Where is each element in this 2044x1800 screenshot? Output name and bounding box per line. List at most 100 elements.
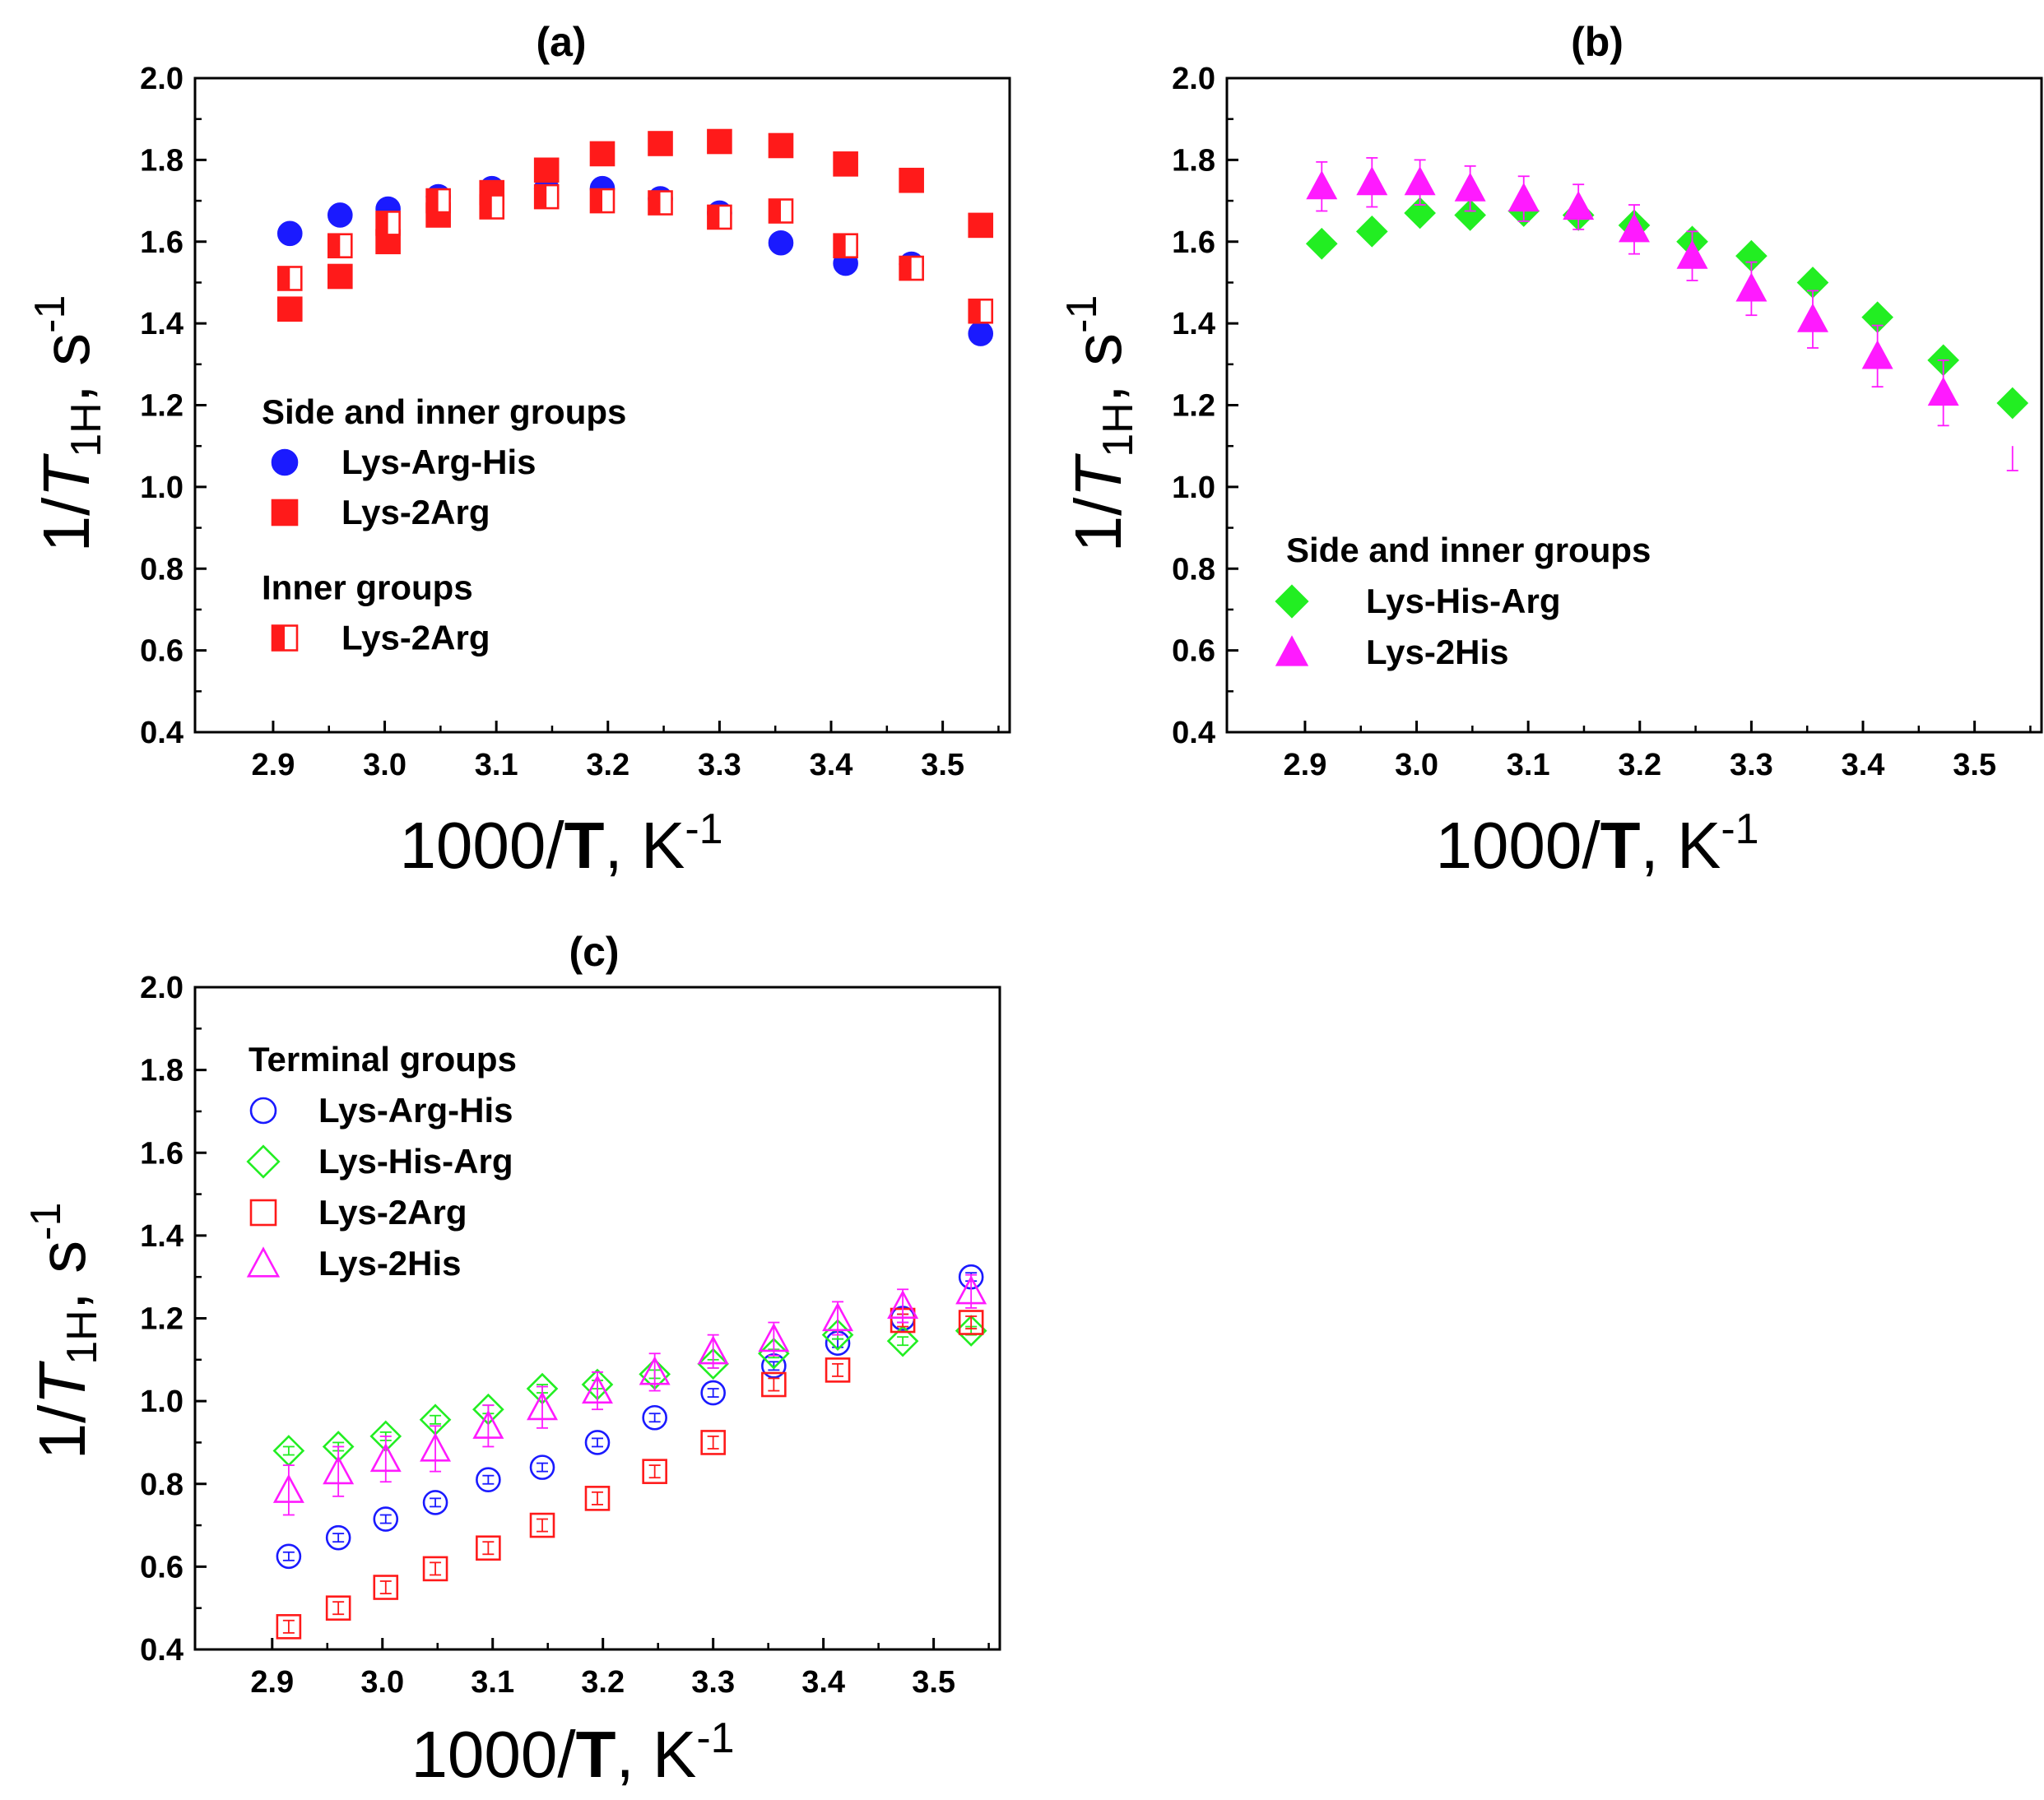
y-tick-label: 0.6 [1172, 634, 1215, 669]
x-tick-label: 3.5 [912, 1665, 955, 1700]
panel-b-axes: 2.9 3.0 3.1 3.2 3.3 3.4 3.5 0.4 0.6 0.8 1.0 1.2 1.4 1… [1172, 62, 2032, 782]
x-tick-label: 3.1 [1507, 748, 1550, 782]
data-point [700, 1380, 726, 1406]
data-point [328, 202, 353, 228]
y-tick-label: 2.0 [1172, 62, 1215, 96]
panel-c: (c) 1/T1H, s-1 1000/T, K-1 2.9 3.0 3.1 3.2 3… [22, 929, 1001, 1791]
data-point [276, 1614, 302, 1640]
data-point [529, 1512, 555, 1538]
data-point [825, 1357, 851, 1383]
series-l2a_term [276, 1307, 984, 1640]
series-lra_side [276, 175, 994, 346]
x-tick-label: 3.1 [475, 748, 518, 782]
series-l2a_inner [276, 183, 994, 324]
data-point [697, 1335, 729, 1365]
data-point [697, 1348, 730, 1380]
y-tick-label: 0.8 [140, 1468, 183, 1502]
data-point [276, 1543, 302, 1570]
y-tick-label: 1.0 [140, 1385, 183, 1419]
panel-c-plot-frame [193, 986, 1001, 1651]
x-tick-label: 3.2 [581, 1665, 625, 1700]
legend-label: Lys-2His [318, 1244, 462, 1283]
data-point [479, 194, 505, 220]
x-tick-label: 3.2 [1618, 748, 1661, 782]
y-tick-label: 0.8 [140, 552, 183, 587]
y-tick-label: 1.6 [140, 225, 183, 260]
data-point [1861, 340, 1893, 369]
x-tick-label: 2.9 [1284, 748, 1327, 782]
data-point [1996, 387, 2029, 420]
x-tick-label: 2.9 [252, 748, 295, 782]
data-point [1735, 272, 1768, 302]
legend-marker [271, 624, 299, 652]
panel-c-title: (c) [569, 929, 619, 975]
data-point [700, 1430, 726, 1455]
data-point [758, 1337, 790, 1370]
legend-label: Lys-His-Arg [1366, 582, 1560, 620]
data-point [328, 233, 353, 259]
x-tick-label: 3.3 [1730, 748, 1773, 782]
series-lha_term [272, 1315, 987, 1467]
legend-label: Lys-Arg-His [318, 1091, 513, 1130]
data-point [1454, 199, 1486, 231]
data-point [272, 1473, 304, 1503]
y-tick-label: 1.8 [140, 143, 183, 178]
data-point [422, 1556, 448, 1582]
data-point [899, 255, 924, 281]
panel-c-legend: Terminal groups Lys-Arg-His Lys-His-Arg Lys… [246, 1040, 517, 1283]
y-tick-label: 2.0 [140, 62, 183, 96]
data-point [639, 1356, 671, 1385]
data-point [476, 1535, 501, 1561]
x-tick-label: 3.4 [1842, 748, 1885, 782]
data-point [527, 1391, 558, 1421]
legend-marker [271, 499, 299, 527]
data-point [373, 1506, 399, 1532]
panel-b-xlabel: 1000/T, K-1 [1435, 805, 1758, 882]
data-point [325, 1595, 351, 1621]
panel-c-xlabel: 1000/T, K-1 [411, 1714, 734, 1791]
data-point [533, 157, 560, 183]
legend-marker [249, 1199, 277, 1227]
legend-label: Lys-Arg-His [341, 443, 536, 481]
y-tick-label: 0.4 [140, 716, 183, 750]
data-point [768, 230, 794, 256]
y-tick-label: 1.2 [1172, 389, 1215, 424]
x-tick-label: 3.0 [1395, 748, 1438, 782]
data-point [886, 1324, 919, 1357]
data-point [1927, 377, 1959, 406]
legend-marker [246, 1144, 281, 1179]
data-point [1404, 197, 1436, 230]
y-tick-label: 1.2 [140, 1302, 183, 1337]
y-tick-label: 2.0 [140, 971, 183, 1005]
data-point [1355, 215, 1388, 248]
data-point [822, 1301, 854, 1332]
data-point [276, 296, 303, 322]
data-point [707, 128, 732, 155]
data-point [1404, 166, 1436, 196]
svg-text:1/T1H, s-1: 1/T1H, s-1 [1058, 295, 1142, 553]
y-tick-label: 1.2 [140, 389, 183, 424]
panel-a: (a) 1/T1H, s-1 1000/T, K-1 2.9 3.0 3.1 3.2 3… [26, 19, 1011, 882]
panel-a-axes: 2.9 3.0 3.1 3.2 3.3 3.4 3.5 0.4 0.6 0.8 1.0 1.2 1.4 1… [140, 62, 1000, 782]
y-tick-label: 0.4 [140, 1633, 183, 1668]
legend-header: Side and inner groups [1286, 531, 1651, 569]
y-tick-label: 1.8 [1172, 143, 1215, 178]
legend-label: Lys-2Arg [341, 493, 490, 531]
x-tick-label: 3.3 [698, 748, 741, 782]
legend-header: Inner groups [262, 568, 473, 607]
series-lha_side [1305, 195, 2029, 420]
data-point [887, 1289, 919, 1319]
data-point [425, 188, 451, 214]
legend-marker [246, 1246, 281, 1278]
legend-label: Lys-2His [1366, 633, 1509, 671]
data-point [1619, 213, 1650, 243]
svg-text:1/T1H, s-1: 1/T1H, s-1 [26, 295, 110, 553]
data-point [584, 1430, 611, 1455]
data-point [584, 1486, 611, 1511]
data-point [955, 1275, 987, 1305]
data-point [899, 167, 924, 193]
svg-text:1000/T, K-1: 1000/T, K-1 [399, 805, 722, 882]
panel-a-title: (a) [536, 19, 586, 65]
data-point [582, 1375, 613, 1404]
